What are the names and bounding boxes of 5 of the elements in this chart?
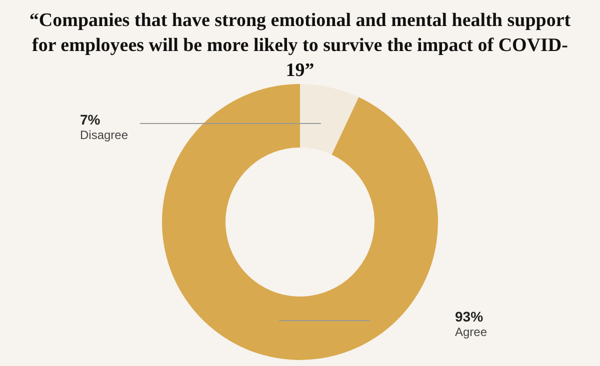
- data-label: 7%: [80, 111, 101, 128]
- slice-label: Agree: [455, 324, 488, 339]
- data-label: 93%: [455, 308, 484, 324]
- slice-label: Disagree: [80, 128, 128, 142]
- chart-title: “Companies that have strong emotional and mental health support for employees will be more likely to survive the impact of COVID-19”: [28, 9, 572, 83]
